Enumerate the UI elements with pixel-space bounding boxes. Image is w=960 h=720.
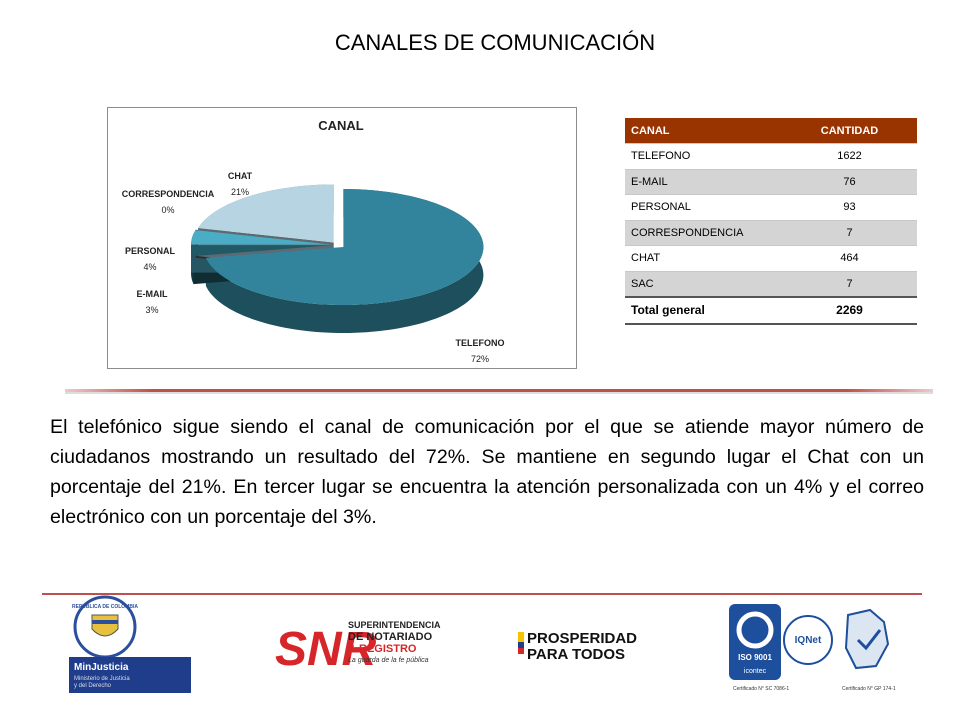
prosperidad: PARA TODOS	[527, 646, 625, 663]
slice	[205, 189, 484, 306]
divider-shadow	[65, 392, 933, 394]
slice	[195, 229, 332, 245]
minjusticia-box	[69, 657, 191, 693]
data-table: CANAL CANTIDAD TELEFONO 1622 E-MAIL 76 PERSO…	[625, 118, 917, 325]
cell: Total general	[625, 296, 782, 325]
snr-text: La guarda de la fe pública	[348, 657, 429, 664]
divider	[42, 593, 922, 595]
seal-text: REPÚBLICA DE COLOMBIA	[72, 603, 138, 610]
iqnet-logo	[783, 615, 833, 665]
snr-text: & REGISTRO	[348, 643, 417, 655]
flag	[518, 642, 524, 648]
ministerio: y del Derecho	[74, 683, 112, 689]
divider	[65, 389, 933, 392]
cell: E-MAIL	[625, 169, 782, 195]
map-logo	[844, 608, 890, 670]
snr-text: DE NOTARIADO	[348, 631, 433, 643]
slice	[191, 230, 332, 245]
cert: Certificado N° GP 174-1	[842, 686, 896, 692]
flag	[518, 648, 524, 654]
cell: 1622	[782, 143, 917, 170]
cell: TELEFONO	[625, 143, 782, 170]
slice-label: PERSONAL	[125, 246, 176, 256]
slice-value: 3%	[145, 305, 158, 315]
cert: Certificado N° SC 7086-1	[733, 686, 789, 692]
icontec-mark	[736, 611, 774, 649]
cell: 2269	[782, 296, 917, 325]
cell: CORRESPONDENCIA	[625, 220, 782, 246]
slice-label: CORRESPONDENCIA	[122, 189, 215, 199]
cell: CHAT	[625, 245, 782, 272]
table-header: CANAL CANTIDAD	[625, 118, 917, 144]
table-row: SAC 7	[625, 271, 917, 298]
slice-label: TELEFONO	[456, 338, 505, 348]
slice-value: 21%	[231, 187, 249, 197]
snr: SNR	[275, 623, 377, 676]
minjusticia: MinJusticia	[74, 662, 129, 673]
table-row: TELEFONO 1622	[625, 143, 917, 170]
table-row: E-MAIL 76	[625, 169, 917, 195]
slice	[191, 245, 332, 257]
icontec: icontec	[744, 668, 767, 675]
snr-text: SUPERINTENDENCIA	[348, 620, 441, 630]
chart-title: CANAL	[318, 118, 364, 133]
slide-title: CANALES DE COMUNICACIÓN	[334, 30, 656, 55]
slice-value: 72%	[471, 354, 489, 364]
cell: 93	[782, 194, 917, 221]
cell: SAC	[625, 271, 782, 298]
flag	[518, 632, 524, 642]
table-row: PERSONAL 93	[625, 194, 917, 221]
cell: PERSONAL	[625, 194, 782, 221]
shield-band	[92, 620, 118, 624]
header-cell: CANTIDAD	[782, 118, 917, 144]
slice-label: CHAT	[228, 171, 253, 181]
prosperidad: PROSPERIDAD	[527, 630, 637, 647]
check	[856, 629, 882, 651]
table-row: CHAT 464	[625, 245, 917, 272]
slice-label: E-MAIL	[137, 289, 168, 299]
pie: TELEFONO 72% E-MAIL 3% PERSONAL 4% CORRESPONDE…	[122, 171, 505, 364]
iqnet: IQNet	[795, 635, 822, 646]
cell: 76	[782, 169, 917, 195]
paragraph: El telefónico sigue siendo el canal de c…	[50, 416, 924, 528]
table-total: Total general 2269	[625, 296, 917, 325]
slice	[198, 184, 334, 243]
iso: ISO 9001	[738, 653, 772, 662]
cell: 7	[782, 271, 917, 298]
header-cell: CANAL	[625, 118, 782, 144]
shield	[91, 614, 119, 637]
slice-value: 4%	[143, 262, 156, 272]
ministerio: Ministerio de Justicia	[74, 676, 130, 682]
table-row: CORRESPONDENCIA 7	[625, 220, 917, 246]
slice-value: 0%	[161, 205, 174, 215]
cell: 464	[782, 245, 917, 272]
cell: 7	[782, 220, 917, 246]
